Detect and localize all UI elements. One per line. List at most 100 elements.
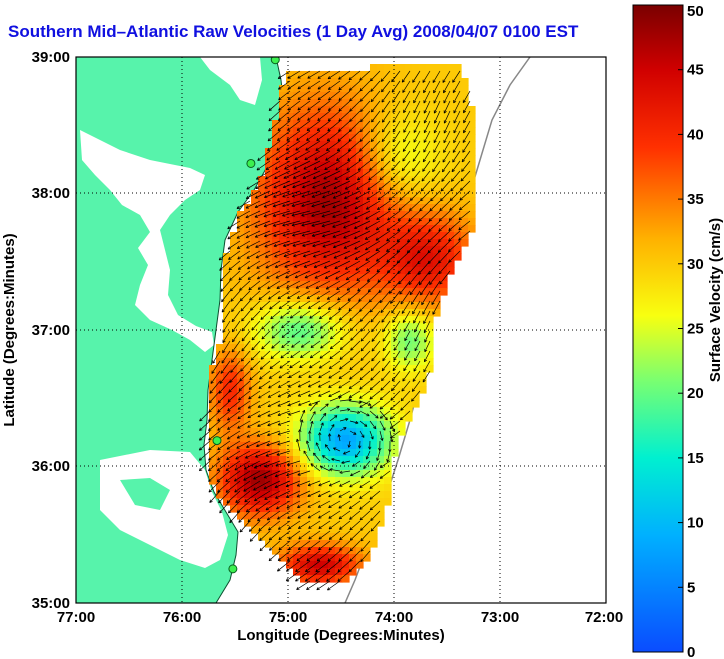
velocity-cell <box>433 148 441 156</box>
velocity-cell <box>279 519 287 527</box>
velocity-cell <box>398 162 406 170</box>
velocity-cell <box>237 456 245 464</box>
velocity-arrow <box>421 290 431 306</box>
velocity-cell <box>230 330 238 338</box>
velocity-cell <box>412 232 420 240</box>
velocity-cell <box>237 512 245 520</box>
velocity-cell <box>384 281 392 289</box>
velocity-cell <box>349 505 357 513</box>
velocity-cell <box>398 113 406 121</box>
velocity-cell <box>321 99 329 107</box>
velocity-arrow <box>267 280 281 290</box>
velocity-cell <box>398 169 406 177</box>
velocity-cell <box>244 316 252 324</box>
velocity-cell <box>223 253 231 261</box>
velocity-cell <box>391 120 399 128</box>
velocity-arrow <box>263 210 281 218</box>
velocity-arrow <box>354 240 371 250</box>
velocity-arrow <box>343 220 361 229</box>
velocity-cell <box>244 498 252 506</box>
velocity-cell <box>328 134 336 142</box>
velocity-cell <box>272 246 280 254</box>
velocity-arrow <box>423 110 431 124</box>
velocity-arrow <box>339 427 347 432</box>
velocity-cell <box>286 225 294 233</box>
velocity-arrow <box>338 370 351 380</box>
velocity-cell <box>279 386 287 394</box>
velocity-arrow <box>296 480 311 487</box>
velocity-cell <box>370 113 378 121</box>
velocity-arrow <box>346 280 361 291</box>
velocity-cell <box>258 267 266 275</box>
velocity-cell <box>342 120 350 128</box>
velocity-cell <box>356 554 364 562</box>
velocity-arrow <box>236 440 251 449</box>
velocity-arrow <box>318 480 331 487</box>
velocity-cell <box>265 302 273 310</box>
velocity-arrow <box>276 560 291 572</box>
velocity-arrow <box>289 310 301 319</box>
velocity-cell <box>314 141 322 149</box>
velocity-cell <box>384 344 392 352</box>
velocity-cell <box>314 113 322 121</box>
velocity-cell <box>370 302 378 310</box>
velocity-cell <box>447 113 455 121</box>
velocity-cell <box>258 274 266 282</box>
velocity-cell <box>293 400 301 408</box>
velocity-cell <box>216 365 224 373</box>
velocity-arrow <box>298 400 311 407</box>
velocity-cell <box>321 267 329 275</box>
velocity-cell <box>314 428 322 436</box>
velocity-arrow <box>338 90 351 101</box>
velocity-cell <box>426 239 434 247</box>
velocity-cell <box>419 358 427 366</box>
velocity-cell <box>405 64 413 72</box>
velocity-cell <box>230 442 238 450</box>
velocity-cell <box>300 547 308 555</box>
velocity-cell <box>328 358 336 366</box>
velocity-cell <box>272 519 280 527</box>
velocity-cell <box>328 449 336 457</box>
velocity-arrow <box>305 280 321 289</box>
velocity-cell <box>237 505 245 513</box>
velocity-arrow <box>345 270 361 281</box>
velocity-cell <box>286 484 294 492</box>
velocity-cell <box>405 211 413 219</box>
velocity-arrow <box>364 230 381 240</box>
velocity-cell <box>251 274 259 282</box>
velocity-cell <box>370 64 378 72</box>
velocity-cell <box>314 407 322 415</box>
velocity-arrow <box>379 470 391 479</box>
velocity-cell <box>251 330 259 338</box>
velocity-cell <box>279 358 287 366</box>
velocity-cell <box>272 407 280 415</box>
velocity-arrow <box>238 510 251 523</box>
velocity-arrow <box>410 180 421 192</box>
velocity-cell <box>286 309 294 317</box>
velocity-cell <box>363 365 371 373</box>
velocity-cell <box>356 99 364 107</box>
velocity-arrow <box>273 240 291 248</box>
velocity-cell <box>342 533 350 541</box>
velocity-arrow <box>443 120 451 134</box>
velocity-cell <box>363 218 371 226</box>
velocity-arrow <box>354 230 371 240</box>
velocity-cell <box>468 127 476 135</box>
velocity-arrow <box>270 350 281 359</box>
velocity-cell <box>384 477 392 485</box>
velocity-cell <box>335 344 343 352</box>
velocity-cell <box>307 533 315 541</box>
velocity-cell <box>384 64 392 72</box>
velocity-arrow <box>243 470 261 481</box>
velocity-arrow <box>266 150 281 161</box>
velocity-arrow <box>237 400 251 410</box>
velocity-arrow <box>358 150 371 162</box>
velocity-cell <box>440 162 448 170</box>
velocity-arrow <box>322 240 341 248</box>
velocity-cell <box>363 407 371 415</box>
velocity-arrow <box>301 190 321 198</box>
velocity-cell <box>349 449 357 457</box>
velocity-arrow <box>317 110 331 121</box>
velocity-cell <box>384 372 392 380</box>
